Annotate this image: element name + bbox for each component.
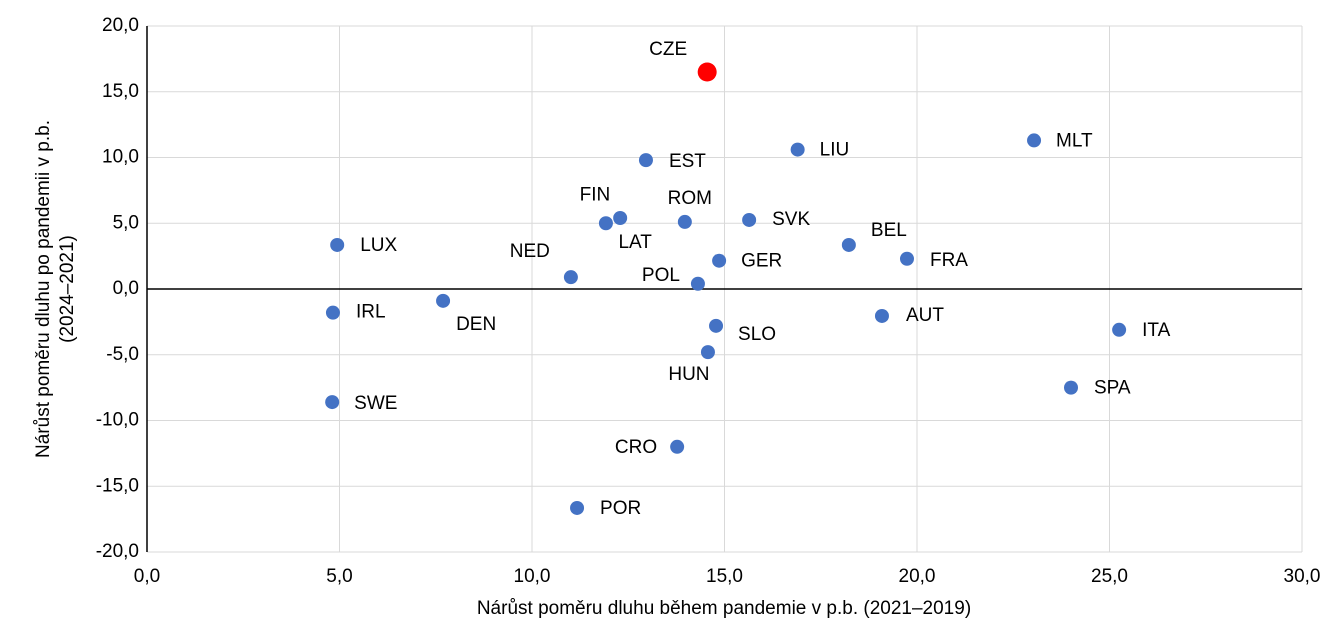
y-tick-label: -15,0 [96,475,139,496]
point [697,62,717,82]
point-label: EST [669,151,706,172]
point [712,253,727,268]
point [1112,322,1127,337]
y-tick-label: 10,0 [102,147,139,168]
point-label: CZE [649,39,687,60]
point [325,395,340,410]
point-label: ROM [668,188,712,209]
y-axis-title-line: (2024–2021) [57,235,78,343]
point [841,237,856,252]
x-tick-label: 20,0 [899,566,936,587]
y-tick-label: 20,0 [102,15,139,36]
y-tick-label: -20,0 [96,541,139,562]
x-axis-title: Nárůst poměru dluhu během pandemie v p.b… [477,598,971,619]
point-label: NED [510,241,550,262]
x-tick-label: 0,0 [134,566,160,587]
point [709,318,724,333]
point [598,216,613,231]
point-label: FRA [930,250,968,271]
x-tick-label: 15,0 [706,566,743,587]
x-tick-label: 30,0 [1284,566,1321,587]
point-label: GER [741,251,782,272]
point [638,153,653,168]
y-tick-label: -10,0 [96,410,139,431]
point-label: CRO [615,437,657,458]
point [613,210,628,225]
point-label: AUT [906,305,944,326]
point [874,308,889,323]
point [1027,133,1042,148]
point-label: POL [642,265,680,286]
point-label: IRL [356,302,386,323]
point-label: BEL [871,220,907,241]
point [677,214,692,229]
point-label: SVK [772,209,810,230]
point [330,237,345,252]
point-label: LAT [618,232,652,253]
point [563,270,578,285]
point [700,345,715,360]
point [899,251,914,266]
y-axis-title: Nárůst poměru dluhu po pandemii v p.b. (… [33,120,78,458]
point-label: POR [600,498,641,519]
point-label: SWE [354,393,397,414]
point-label: LIU [820,140,850,161]
point-label: DEN [456,314,496,335]
point-label: SLO [738,324,776,345]
y-tick-label: 5,0 [113,212,139,233]
point-label: ITA [1142,320,1170,341]
point [325,305,340,320]
point [570,500,585,515]
y-axis-title-line: Nárůst poměru dluhu po pandemii v p.b. [33,120,54,458]
point [670,439,685,454]
y-tick-label: -5,0 [106,344,139,365]
point [690,276,705,291]
point-label: SPA [1094,378,1131,399]
x-tick-label: 25,0 [1091,566,1128,587]
point [790,142,805,157]
x-tick-label: 5,0 [326,566,352,587]
point [436,293,451,308]
x-tick-label: 10,0 [514,566,551,587]
point [1064,380,1078,395]
point [742,212,757,227]
y-tick-label: 15,0 [102,81,139,102]
point-label: LUX [360,235,397,256]
point-label: HUN [668,364,709,385]
point-label: FIN [580,184,611,205]
y-tick-label: 0,0 [113,278,139,299]
point-label: MLT [1056,130,1093,151]
